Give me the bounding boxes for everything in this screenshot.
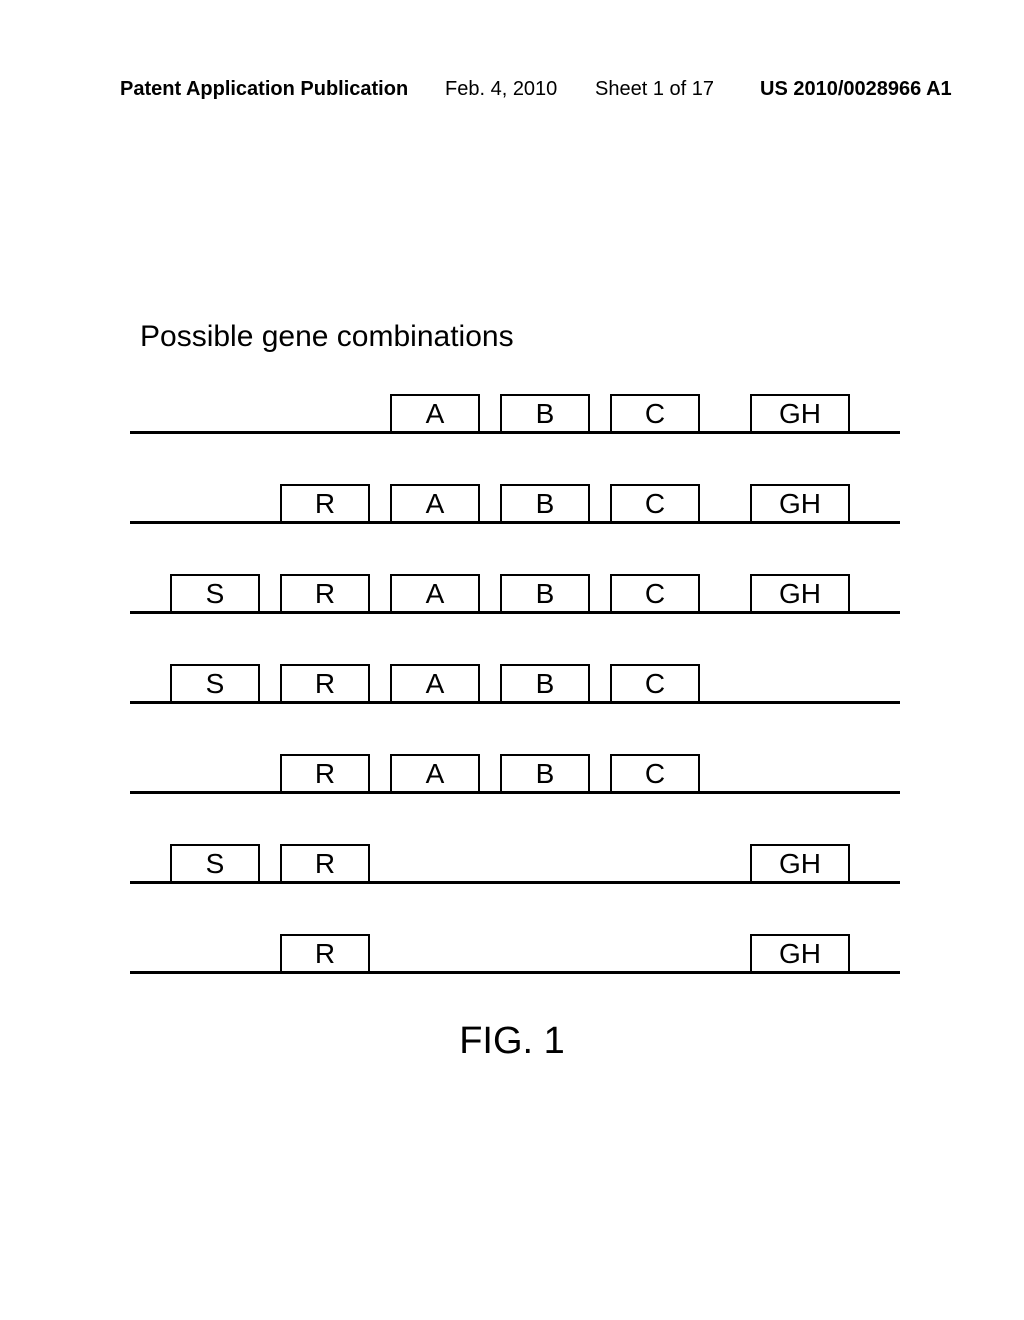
header-date: Feb. 4, 2010 bbox=[445, 78, 557, 101]
gene-row: SR GH bbox=[130, 834, 900, 884]
gene-row: R GH bbox=[130, 924, 900, 974]
diagram-title: Possible gene combinations bbox=[140, 320, 900, 354]
gene-box-c: C bbox=[610, 574, 700, 614]
gene-box-gh: GH bbox=[750, 934, 850, 974]
gene-box-gh: GH bbox=[750, 394, 850, 434]
gene-box-c: C bbox=[610, 664, 700, 704]
header-sheet-number: Sheet 1 of 17 bbox=[595, 78, 714, 101]
gene-box-r: R bbox=[280, 664, 370, 704]
gene-box-r: R bbox=[280, 844, 370, 884]
gene-box-r: R bbox=[280, 484, 370, 524]
gene-box-a: A bbox=[390, 664, 480, 704]
gene-box-b: B bbox=[500, 484, 590, 524]
gene-box-a: A bbox=[390, 754, 480, 794]
gene-row: SRABC bbox=[130, 654, 900, 704]
gene-row: RABC GH bbox=[130, 474, 900, 524]
gene-row: ABC GH bbox=[130, 384, 900, 434]
gene-box-gh: GH bbox=[750, 484, 850, 524]
gene-box-r: R bbox=[280, 574, 370, 614]
gene-box-gh: GH bbox=[750, 844, 850, 884]
gene-box-s: S bbox=[170, 664, 260, 704]
gene-row: RABC bbox=[130, 744, 900, 794]
gene-rows-container: ABCGHRABCGHSRABCGHSRABCRABCSRGHRGH bbox=[130, 384, 900, 974]
gene-box-b: B bbox=[500, 664, 590, 704]
gene-box-c: C bbox=[610, 394, 700, 434]
gene-box-b: B bbox=[500, 754, 590, 794]
gene-box-a: A bbox=[390, 574, 480, 614]
page: Patent Application Publication Feb. 4, 2… bbox=[0, 0, 1024, 1320]
gene-box-a: A bbox=[390, 394, 480, 434]
gene-box-s: S bbox=[170, 844, 260, 884]
gene-box-s: S bbox=[170, 574, 260, 614]
gene-box-a: A bbox=[390, 484, 480, 524]
gene-box-r: R bbox=[280, 754, 370, 794]
gene-combinations-diagram: Possible gene combinations ABCGHRABCGHSR… bbox=[130, 320, 900, 974]
gene-box-gh: GH bbox=[750, 574, 850, 614]
header-publication-type: Patent Application Publication bbox=[120, 78, 408, 101]
gene-box-c: C bbox=[610, 754, 700, 794]
gene-box-b: B bbox=[500, 574, 590, 614]
figure-label: FIG. 1 bbox=[0, 1020, 1024, 1063]
gene-box-c: C bbox=[610, 484, 700, 524]
header-publication-number: US 2010/0028966 A1 bbox=[760, 78, 952, 101]
gene-row: SRABC GH bbox=[130, 564, 900, 614]
gene-box-r: R bbox=[280, 934, 370, 974]
gene-box-b: B bbox=[500, 394, 590, 434]
